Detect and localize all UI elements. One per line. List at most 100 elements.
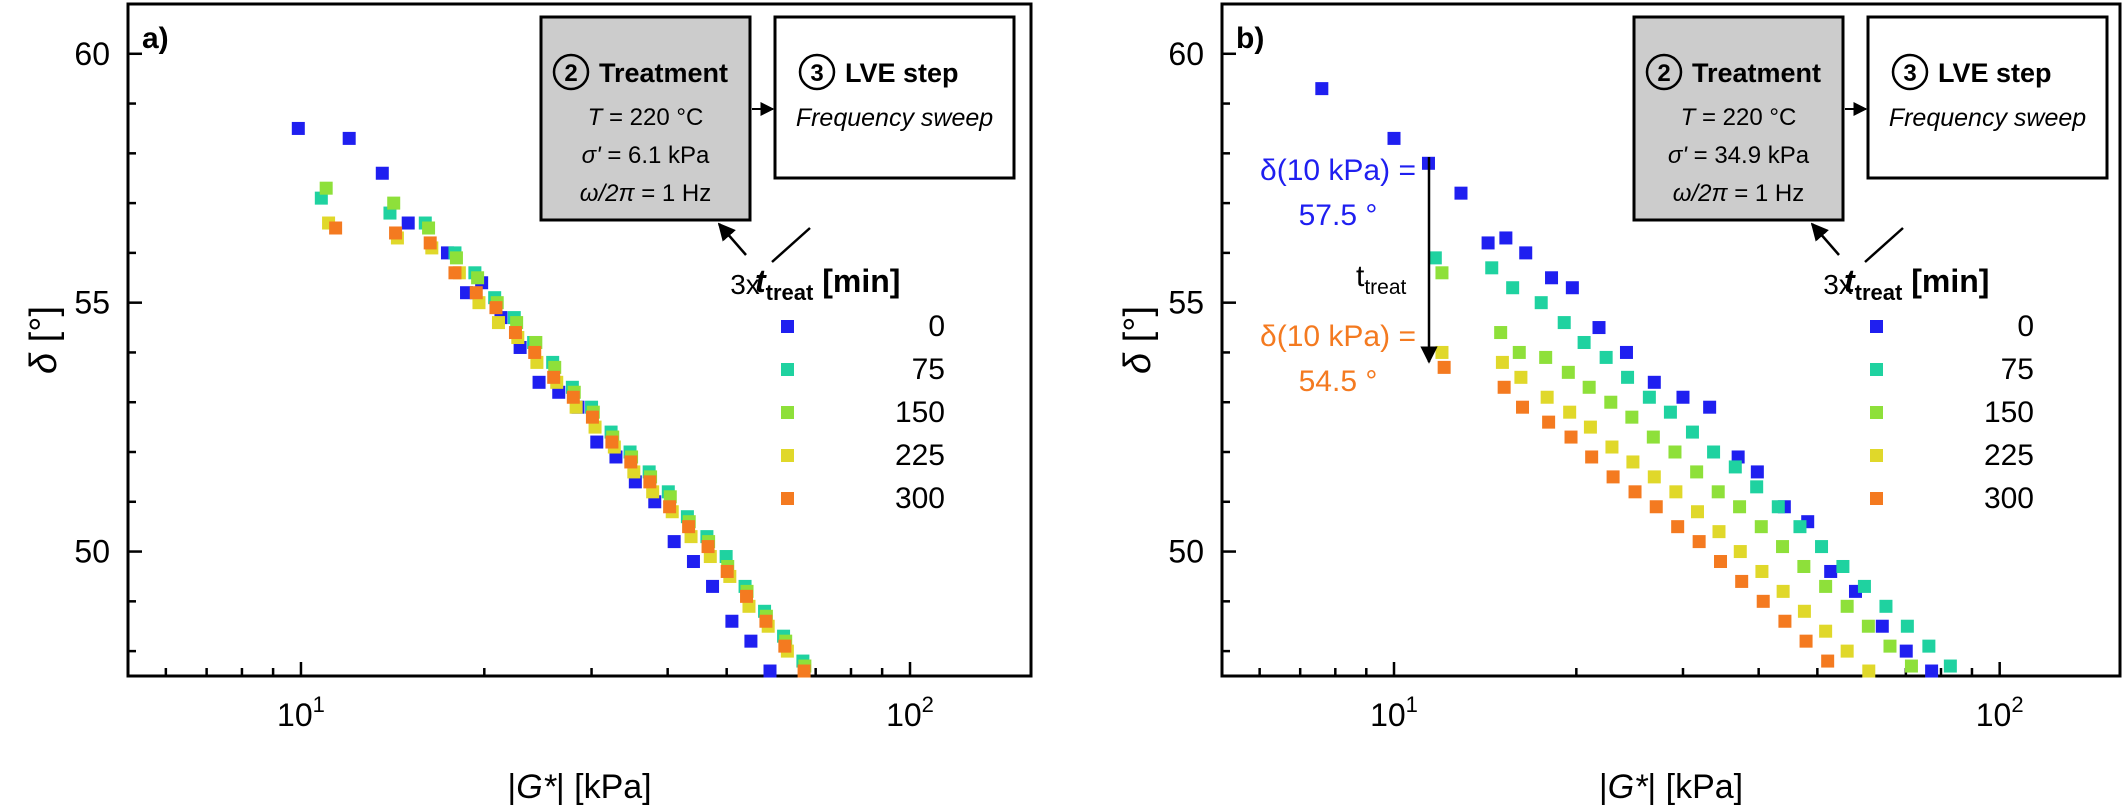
data-point [389,226,403,240]
repeat-count: 3x [730,269,760,300]
data-point [1799,634,1813,648]
data-point [663,490,677,504]
legend-title-unit: [min] [813,263,900,299]
data-point [624,455,638,469]
x-tick-base: 10 [1976,697,2012,733]
x-tick-label: 101 [1370,692,1418,733]
data-point [742,599,756,613]
legend-label: 0 [2017,310,2034,343]
legend-title-var: t [755,263,767,299]
legend-marker [781,492,794,505]
data-point [423,236,437,250]
data-point [585,410,599,424]
x-tick-label: 101 [277,692,325,733]
data-point [1565,281,1579,295]
plot-frame [126,2,1033,678]
data-point [314,191,328,205]
data-point [547,370,561,384]
x-tick-label: 102 [886,692,934,733]
data-point [387,196,401,210]
data-point [1435,266,1449,280]
treatment-title: Treatment [599,58,728,88]
legend-label: 225 [1984,439,2034,472]
data-point [1883,639,1897,653]
x-tick-base: 10 [1370,697,1406,733]
legend-label: 150 [895,396,945,429]
data-point [1703,400,1717,414]
data-point [1519,246,1533,260]
treatment-param-var: ω/2π [1673,180,1729,207]
treatment-param: σ' = 6.1 kPa [582,142,710,169]
lve-step-box [773,15,1016,180]
legend: ttreat [min] 0 75 150 225 300 [1844,263,2034,515]
data-point [449,251,463,265]
data-point [1621,370,1635,384]
data-point [1592,321,1606,335]
data-point [1315,82,1329,96]
data-point [422,221,436,235]
data-point [744,634,758,648]
data-point [682,520,696,534]
data-point [1862,664,1876,678]
data-point [1875,619,1889,633]
data-point [605,435,619,449]
data-point [401,216,415,230]
data-point [763,664,777,678]
data-point [643,475,657,489]
data-point [1778,614,1792,628]
treatment-param-value: = 6.1 kPa [601,142,710,169]
data-point [1733,500,1747,514]
legend-marker [1870,320,1883,333]
series-225 [322,216,794,658]
x-axis-label: |G*| [kPa] [1599,768,1743,806]
data-point [706,579,720,593]
x-tick-exponent: 2 [922,692,934,717]
series-0 [1315,82,1939,678]
data-point [686,555,700,569]
data-point [491,316,505,330]
y-axis-label: δ [°] [1117,306,1159,374]
annotation-ttreat: ttreat [1356,260,1407,299]
step-number: 2 [1657,60,1670,87]
data-point [1435,345,1449,359]
data-point [1904,659,1918,673]
data-point [778,639,792,653]
data-point [1819,624,1833,638]
data-point [1836,559,1850,573]
data-point [703,550,717,564]
annotation-delta-final-value: 54.5 ° [1299,365,1378,398]
data-point [1776,540,1790,554]
data-point [1428,251,1442,265]
x-axis-label: |G*| [kPa] [507,768,651,806]
lve-step-text: Frequency sweep [1889,104,2086,132]
legend-label: 300 [895,482,945,515]
series-75 [1428,251,1957,673]
lve-step-text: Frequency sweep [796,104,993,132]
data-point [1728,460,1742,474]
x-tick-base: 10 [277,697,313,733]
data-point [797,664,811,678]
data-point [1861,619,1875,633]
data-point [1577,335,1591,349]
legend-title-sub: treat [766,280,814,305]
data-point [1663,405,1677,419]
panel-label: b) [1236,22,1264,55]
lve-step-box [1866,15,2109,180]
x-axis-label-var: G* [516,768,557,806]
data-point [1539,350,1553,364]
data-point [552,385,566,399]
data-point [1857,579,1871,593]
annotation-ttreat-main: t [1356,260,1365,293]
legend-marker [781,406,794,419]
data-point [663,500,677,514]
step-number: 3 [810,60,823,87]
data-point [510,316,524,330]
data-point [1879,599,1893,613]
data-point [1671,520,1685,534]
data-point [1756,594,1770,608]
data-point [646,485,660,499]
series-150 [1435,266,1918,673]
